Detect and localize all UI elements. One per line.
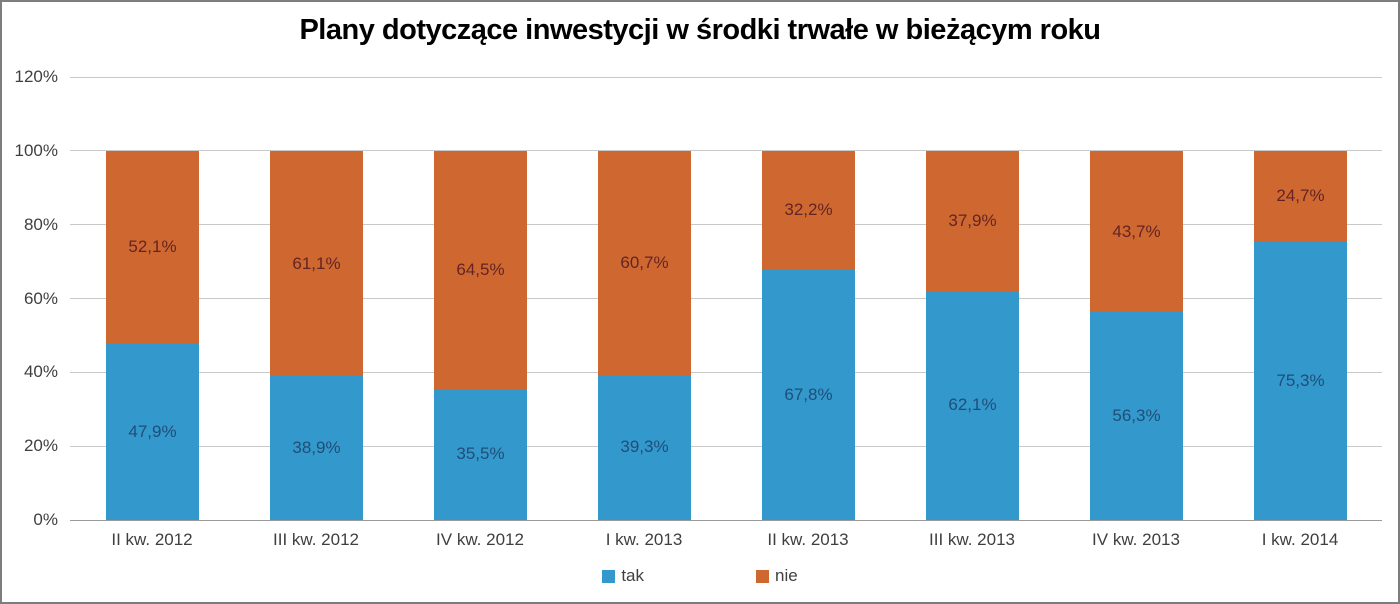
bar-segment-tak: 39,3% [598,374,691,520]
x-axis-label: IV kw. 2012 [436,530,524,549]
bar-segment-nie: 24,7% [1254,150,1347,243]
bar-value-label: 24,7% [1276,186,1325,206]
bar-segment-tak: 62,1% [926,290,1019,520]
x-axis-label: IV kw. 2013 [1092,530,1180,549]
legend-label: tak [621,566,644,585]
legend-label: nie [775,566,798,585]
gridline [70,224,1382,226]
y-axis-tick-label: 40% [23,362,58,382]
y-axis-tick-label: 120% [14,67,58,86]
y-axis-tick-label: 20% [23,436,58,456]
bar-value-label: 61,1% [292,253,341,273]
x-axis-label: II kw. 2012 [111,530,193,549]
bar-value-label: 35,5% [456,444,505,464]
bar-segment-nie: 32,2% [762,150,855,270]
legend-swatch-tak [602,569,616,583]
bar-value-label: 43,7% [1112,221,1161,241]
x-axis-label: III kw. 2013 [929,530,1015,549]
y-axis-tick-label: 60% [23,288,58,308]
bar-value-label: 38,9% [292,438,341,458]
bar-value-label: 47,9% [128,421,177,441]
gridline [70,150,1382,152]
bar-segment-tak: 47,9% [106,343,199,520]
bar-value-label: 56,3% [1112,406,1161,426]
legend-item-tak: tak [602,566,644,586]
x-axis-label: II kw. 2013 [767,530,849,549]
y-axis-tick-label: 80% [23,214,58,234]
x-axis-label: III kw. 2012 [273,530,359,549]
bar-segment-tak: 75,3% [1254,242,1347,520]
bar-value-label: 64,5% [456,259,505,279]
gridline [70,445,1382,447]
plot-area: 47,9% 52,1% 38,9% 61,1% 35,5% 64,5% 39,3% 60,7%… [70,76,1382,521]
bar-value-label: 52,1% [128,237,177,256]
bar-segment-tak: 38,9% [270,376,363,520]
bar-segment-tak: 56,3% [1090,312,1183,520]
bar-value-label: 37,9% [948,210,997,230]
chart-title: Plany dotyczące inwestycji w środki trwa… [299,14,1101,46]
bar-segment-nie: 43,7% [1090,150,1183,313]
bar-value-label: 39,3% [620,437,669,457]
bar-value-label: 67,8% [784,384,833,404]
x-axis-label: I kw. 2013 [605,530,683,549]
bar-value-label: 75,3% [1276,371,1325,391]
chart-legend: tak nie [2,566,1398,586]
bar-segment-nie: 37,9% [926,150,1019,291]
gridline [70,371,1382,373]
bar-segment-nie: 64,5% [434,150,527,389]
bar-segment-tak: 35,5% [434,388,527,520]
gridline [70,76,1382,78]
bar-segment-tak: 67,8% [762,269,855,520]
bar-value-label: 62,1% [948,395,997,415]
bar-segment-nie: 60,7% [598,150,691,375]
y-axis-tick-label: 100% [14,140,58,160]
x-axis-line [70,519,1382,521]
bar-segment-nie: 52,1% [106,150,199,344]
bar-value-label: 60,7% [620,252,669,272]
legend-item-nie: nie [756,566,798,586]
y-axis-tick-label: 0% [33,510,58,529]
legend-swatch-nie [756,569,769,583]
bar-segment-nie: 61,1% [270,150,363,377]
gridline [70,298,1382,299]
bar-value-label: 32,2% [784,200,833,220]
x-axis-label: I kw. 2014 [1261,530,1339,549]
